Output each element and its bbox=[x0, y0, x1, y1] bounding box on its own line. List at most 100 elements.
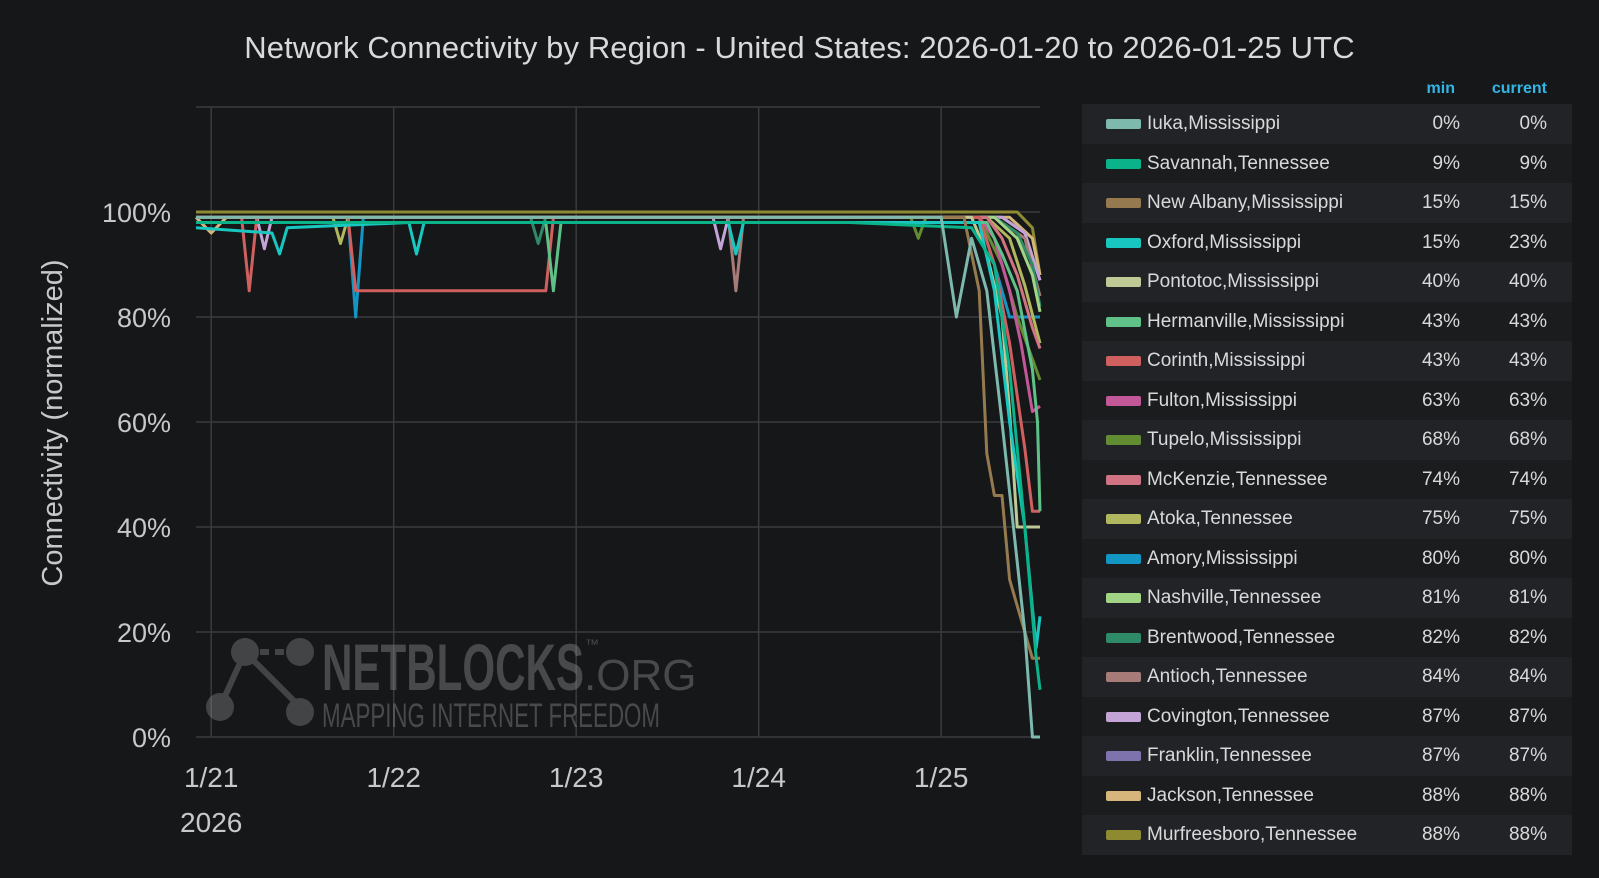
watermark-tm: ™ bbox=[585, 636, 599, 652]
chart-axes: 0% 20% 40% 60% 80% 100% 1/21 1/22 1/23 1/24 1/25 20… bbox=[102, 198, 968, 838]
series-line[interactable] bbox=[196, 215, 1040, 739]
legend-item[interactable]: New Albany,Mississippi 15% 15% bbox=[1082, 183, 1572, 223]
legend-series-name: Covington,Tennessee bbox=[1147, 705, 1330, 727]
legend-swatch bbox=[1106, 751, 1141, 761]
legend-item[interactable]: McKenzie,Tennessee 74% 74% bbox=[1082, 459, 1572, 499]
legend-item[interactable]: Tupelo,Mississippi 68% 68% bbox=[1082, 420, 1572, 460]
legend-min-value: 84% bbox=[1421, 666, 1460, 687]
y-tick-label: 60% bbox=[117, 408, 171, 438]
legend-swatch bbox=[1106, 198, 1141, 208]
line-chart: NETBLOCKS .ORG ™ MAPPING INTERNET FREEDO… bbox=[37, 106, 1042, 838]
legend-swatch bbox=[1106, 672, 1141, 682]
netblocks-watermark: NETBLOCKS .ORG ™ MAPPING INTERNET FREEDO… bbox=[206, 630, 696, 735]
legend-swatch bbox=[1106, 395, 1141, 406]
legend-current-value: 87% bbox=[1508, 705, 1547, 727]
series-lines bbox=[194, 210, 1042, 739]
legend-series-name: Pontotoc,Mississippi bbox=[1147, 271, 1320, 292]
legend-current-value: 81% bbox=[1508, 587, 1547, 608]
legend-current-value: 84% bbox=[1508, 666, 1547, 687]
legend-min-value: 74% bbox=[1421, 468, 1460, 490]
legend-min-value: 88% bbox=[1421, 784, 1460, 806]
legend-series-name: Hermanville,Mississippi bbox=[1147, 310, 1345, 332]
series-line[interactable] bbox=[195, 221, 1042, 650]
legend-rows: Iuka,Mississippi 0% 0% Savannah,Tennessee 9%… bbox=[1082, 104, 1572, 855]
legend-item[interactable]: Jackson,Tennessee 88% 88% bbox=[1082, 775, 1572, 815]
legend-item[interactable]: Brentwood,Tennessee 82% 82% bbox=[1082, 617, 1572, 657]
legend-swatch bbox=[1106, 316, 1141, 327]
legend-min-value: 75% bbox=[1421, 508, 1460, 529]
legend-item[interactable]: Corinth,Mississippi 43% 43% bbox=[1082, 341, 1572, 381]
min-column-header[interactable]: min bbox=[1426, 80, 1455, 97]
series-line[interactable] bbox=[196, 221, 1042, 512]
legend-item[interactable]: Amory,Mississippi 80% 80% bbox=[1082, 538, 1572, 578]
legend-item[interactable]: Covington,Tennessee 87% 87% bbox=[1082, 696, 1572, 736]
legend-series-name: Murfreesboro,Tennessee bbox=[1147, 824, 1358, 845]
legend-series-name: Antioch,Tennessee bbox=[1147, 666, 1308, 687]
y-tick-label: 40% bbox=[117, 513, 171, 543]
legend-current-value: 75% bbox=[1508, 508, 1547, 529]
legend-series-name: Atoka,Tennessee bbox=[1147, 508, 1293, 529]
legend-min-value: 87% bbox=[1421, 705, 1460, 727]
legend-series-name: Nashville,Tennessee bbox=[1147, 587, 1322, 608]
legend-series-name: New Albany,Mississippi bbox=[1147, 192, 1344, 213]
x-tick-label: 1/25 bbox=[914, 762, 969, 793]
x-tick-label: 1/22 bbox=[366, 762, 421, 793]
legend-current-value: 43% bbox=[1508, 350, 1547, 371]
x-year-label: 2026 bbox=[180, 807, 242, 838]
legend-item[interactable]: Savannah,Tennessee 9% 9% bbox=[1082, 143, 1572, 183]
legend-current-value: 80% bbox=[1508, 547, 1547, 569]
legend-swatch bbox=[1106, 830, 1141, 840]
y-tick-label: 0% bbox=[132, 723, 171, 753]
series-line[interactable] bbox=[196, 221, 1042, 690]
legend-series-name: Amory,Mississippi bbox=[1147, 547, 1298, 569]
legend-current-value: 0% bbox=[1519, 113, 1547, 134]
legend-current-value: 68% bbox=[1508, 429, 1547, 450]
chart-title: Network Connectivity by Region - United … bbox=[244, 30, 1355, 65]
legend-min-value: 81% bbox=[1421, 587, 1460, 608]
legend-min-value: 82% bbox=[1421, 626, 1460, 648]
legend-item[interactable]: Hermanville,Mississippi 43% 43% bbox=[1082, 301, 1572, 341]
legend-item[interactable]: Antioch,Tennessee 84% 84% bbox=[1082, 657, 1572, 697]
legend-item[interactable]: Nashville,Tennessee 81% 81% bbox=[1082, 578, 1572, 618]
legend-current-value: 15% bbox=[1508, 192, 1547, 213]
legend-current-value: 23% bbox=[1508, 231, 1547, 253]
legend-series-name: Iuka,Mississippi bbox=[1147, 113, 1281, 134]
legend-min-value: 68% bbox=[1421, 429, 1460, 450]
legend-series-name: Savannah,Tennessee bbox=[1147, 152, 1330, 174]
legend-swatch bbox=[1106, 790, 1141, 801]
legend-table: min current Iuka,Mississippi 0% 0% Savannah… bbox=[1082, 74, 1572, 855]
y-axis-label: Connectivity (normalized) bbox=[37, 259, 69, 586]
legend-item[interactable]: Atoka,Tennessee 75% 75% bbox=[1082, 499, 1572, 539]
legend-swatch bbox=[1106, 553, 1141, 564]
legend-swatch bbox=[1106, 237, 1141, 248]
legend-header: min current bbox=[1082, 74, 1572, 104]
legend-current-value: 40% bbox=[1508, 271, 1547, 292]
legend-series-name: Jackson,Tennessee bbox=[1147, 784, 1314, 806]
legend-current-value: 88% bbox=[1508, 784, 1547, 806]
legend-min-value: 87% bbox=[1421, 745, 1460, 766]
current-column-header[interactable]: current bbox=[1491, 80, 1547, 97]
legend-current-value: 82% bbox=[1508, 626, 1547, 648]
legend-min-value: 63% bbox=[1421, 389, 1460, 411]
legend-item[interactable]: Murfreesboro,Tennessee 88% 88% bbox=[1082, 815, 1572, 855]
legend-swatch bbox=[1106, 158, 1141, 169]
legend-current-value: 74% bbox=[1508, 468, 1547, 490]
legend-series-name: Fulton,Mississippi bbox=[1147, 389, 1297, 411]
y-tick-label: 100% bbox=[102, 198, 171, 228]
legend-item[interactable]: Iuka,Mississippi 0% 0% bbox=[1082, 104, 1572, 144]
netblocks-logo-icon bbox=[206, 638, 314, 726]
legend-swatch bbox=[1106, 593, 1141, 603]
y-tick-label: 20% bbox=[117, 618, 171, 648]
legend-swatch bbox=[1106, 711, 1141, 722]
legend-item[interactable]: Oxford,Mississippi 15% 23% bbox=[1082, 222, 1572, 262]
x-tick-label: 1/21 bbox=[184, 762, 239, 793]
legend-item[interactable]: Pontotoc,Mississippi 40% 40% bbox=[1082, 262, 1572, 302]
legend-item[interactable]: Fulton,Mississippi 63% 63% bbox=[1082, 380, 1572, 420]
legend-current-value: 87% bbox=[1508, 745, 1547, 766]
legend-series-name: Oxford,Mississippi bbox=[1147, 231, 1302, 253]
legend-min-value: 0% bbox=[1432, 113, 1460, 134]
legend-item[interactable]: Franklin,Tennessee 87% 87% bbox=[1082, 736, 1572, 776]
legend-current-value: 43% bbox=[1508, 310, 1547, 332]
legend-swatch bbox=[1106, 474, 1141, 485]
legend-min-value: 43% bbox=[1421, 310, 1460, 332]
